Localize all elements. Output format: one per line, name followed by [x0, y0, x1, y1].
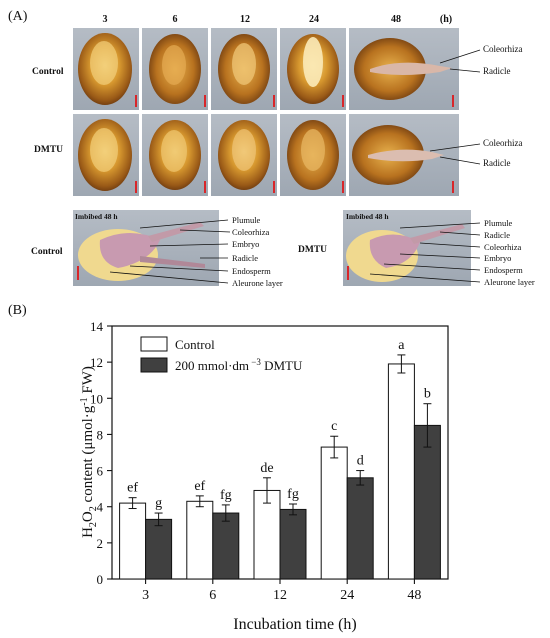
time-unit: (h) — [440, 14, 452, 25]
tile-control-48h — [349, 28, 459, 110]
section-control-imbibed — [73, 210, 219, 286]
section-dmtu-embryo: Embryo — [484, 253, 511, 263]
section-control-coleorhiza: Coleorhiza — [232, 227, 270, 237]
legend-dmtu-part-2: DMTU — [261, 358, 303, 373]
tile-control-24h — [280, 28, 346, 110]
tile-dmtu-6h — [142, 114, 208, 196]
tile-dmtu-12h — [211, 114, 277, 196]
section-control-plumule: Plumule — [232, 215, 261, 225]
y-tick-label: 6 — [97, 464, 104, 479]
section-control-label: Control — [31, 247, 63, 257]
section-control-aleurone: Aleurone layer — [232, 278, 283, 288]
y-tick-label: 4 — [97, 500, 104, 515]
legend: Control 200 mmol·dm −3 DMTU — [140, 336, 303, 373]
x-tick-label: 12 — [273, 588, 287, 603]
tile-dmtu-3h — [73, 114, 139, 196]
section-dmtu-aleurone: Aleurone layer — [484, 277, 535, 287]
legend-dmtu-part-0: 200 mmol·dm — [175, 358, 249, 373]
x-axis-title: Incubation time (h) — [233, 616, 357, 633]
bar-control-12h — [253, 489, 281, 580]
y-tick-label: 14 — [90, 319, 104, 334]
panel-b-label: (B) — [8, 303, 27, 318]
ylabel-part-3: 2 — [88, 506, 99, 511]
legend-swatch-dmtu — [140, 357, 168, 373]
significance-letter: b — [424, 387, 431, 402]
bar-dmtu-12h — [279, 508, 307, 580]
time-label-12: 12 — [240, 14, 250, 25]
tile-control-12h — [211, 28, 277, 110]
x-tick-label: 6 — [209, 588, 216, 603]
y-tick-label: 10 — [90, 391, 103, 406]
section-dmtu-imbibed — [343, 210, 471, 286]
significance-letter: ef — [194, 479, 205, 494]
x-tick-label: 48 — [407, 588, 421, 603]
section-control-endosperm: Endosperm — [232, 266, 271, 276]
significance-letter: fg — [287, 487, 299, 502]
x-tick-label: 3 — [142, 588, 149, 603]
y-tick-label: 8 — [97, 427, 104, 442]
tile-control-6h — [142, 28, 208, 110]
bar-dmtu-24h — [346, 477, 374, 580]
ylabel-part-6: FW) — [80, 366, 96, 397]
significance-letter: ef — [127, 481, 138, 496]
bar-dmtu-48h — [413, 424, 441, 580]
panel-a: (A) 3 6 12 24 48 (h) Control DMTU — [8, 9, 535, 288]
legend-swatch-control — [140, 336, 168, 352]
bar-control-24h — [320, 446, 348, 580]
x-axis: 3 6 12 24 48 — [142, 579, 421, 603]
tile-dmtu-48h — [349, 114, 459, 196]
y-tick-label: 0 — [97, 572, 104, 587]
section-control-radicle: Radicle — [232, 253, 258, 263]
legend-dmtu-part-1: −3 — [249, 357, 261, 367]
section-dmtu-plumule: Plumule — [484, 218, 513, 228]
annot-control-radicle: Radicle — [483, 66, 511, 76]
bar-control-6h — [186, 500, 214, 580]
ylabel-part-0: H — [80, 527, 96, 538]
ylabel-part-2: O — [80, 511, 96, 522]
significance-letter: d — [357, 454, 364, 469]
y-tick-label: 12 — [90, 355, 103, 370]
significance-letter: a — [398, 338, 405, 353]
ylabel-part-5: -1 — [79, 397, 90, 405]
section-dmtu-endosperm: Endosperm — [484, 265, 523, 275]
bar-dmtu-6h — [212, 512, 240, 580]
row-label-dmtu: DMTU — [34, 145, 63, 155]
ylabel-part-4: content (μmol·g — [80, 405, 96, 506]
section-dmtu-label: DMTU — [298, 245, 327, 255]
time-label-48: 48 — [391, 14, 401, 25]
legend-label-control: Control — [175, 337, 215, 352]
x-tick-label: 24 — [340, 588, 354, 603]
bar-dmtu-3h — [145, 518, 173, 580]
section-dmtu-tag: Imbibed 48 h — [346, 212, 389, 221]
panel-a-label: (A) — [8, 9, 28, 24]
section-dmtu-radicle: Radicle — [484, 230, 510, 240]
time-label-6: 6 — [173, 14, 178, 25]
legend-label-dmtu: 200 mmol·dm −3 DMTU — [175, 357, 303, 373]
bar-control-3h — [119, 502, 147, 580]
y-tick-label: 2 — [97, 536, 104, 551]
y-axis-title: H2O2 content (μmol·g-1 FW) — [79, 366, 99, 538]
annot-dmtu-coleorhiza: Coleorhiza — [483, 138, 523, 148]
section-control-tag: Imbibed 48 h — [75, 212, 118, 221]
annot-dmtu-radicle: Radicle — [483, 158, 511, 168]
row-label-control: Control — [32, 67, 64, 77]
significance-letter: g — [155, 496, 162, 511]
significance-letter: de — [260, 461, 273, 476]
annot-control-coleorhiza: Coleorhiza — [483, 44, 523, 54]
significance-letter: c — [331, 419, 337, 434]
section-control-embryo: Embryo — [232, 239, 259, 249]
bar-control-48h — [387, 363, 415, 580]
ylabel-part-1: 2 — [88, 522, 99, 527]
time-label-24: 24 — [309, 14, 319, 25]
significance-letter: fg — [220, 488, 232, 503]
tile-control-3h — [73, 28, 139, 110]
tile-dmtu-24h — [280, 114, 346, 196]
section-dmtu-coleorhiza: Coleorhiza — [484, 242, 522, 252]
time-label-3: 3 — [103, 14, 108, 25]
